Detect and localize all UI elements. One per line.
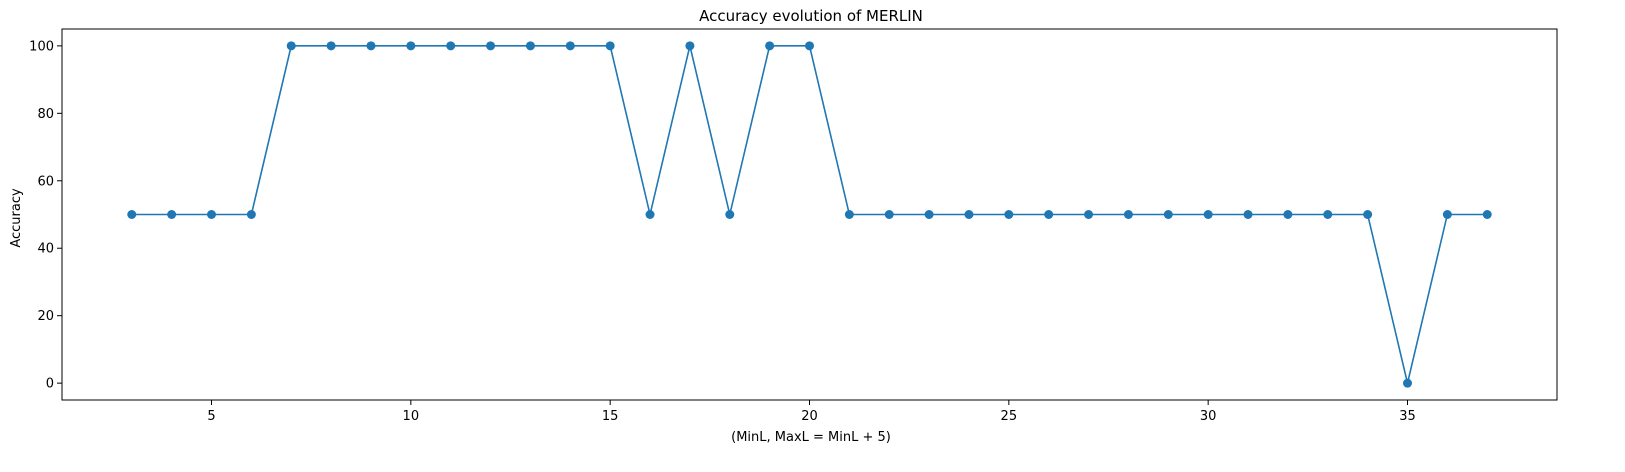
data-point bbox=[406, 41, 416, 51]
data-point bbox=[167, 210, 177, 219]
x-axis-label: (MinL, MaxL = MinL + 5) bbox=[731, 430, 891, 445]
data-point bbox=[1243, 210, 1253, 219]
x-tick-label: 35 bbox=[1399, 409, 1416, 424]
data-point bbox=[446, 41, 456, 51]
x-tick-label: 15 bbox=[602, 409, 619, 424]
data-point bbox=[1283, 210, 1293, 219]
data-point bbox=[964, 210, 974, 219]
data-point bbox=[525, 41, 535, 51]
data-point bbox=[286, 41, 296, 51]
data-point bbox=[486, 41, 496, 51]
chart-title: Accuracy evolution of MERLIN bbox=[699, 7, 923, 25]
data-point bbox=[246, 210, 256, 219]
data-point bbox=[1163, 210, 1173, 219]
data-point bbox=[366, 41, 376, 51]
y-tick-label: 80 bbox=[37, 107, 54, 122]
data-point bbox=[1004, 210, 1014, 219]
y-tick-label: 60 bbox=[37, 174, 54, 189]
x-tick-label: 25 bbox=[1001, 409, 1018, 424]
data-point bbox=[685, 41, 695, 51]
y-axis-label: Accuracy bbox=[9, 188, 24, 248]
data-point bbox=[1123, 210, 1133, 219]
data-point bbox=[207, 210, 216, 219]
y-tick-label: 20 bbox=[37, 309, 54, 324]
data-point bbox=[725, 210, 735, 219]
data-point bbox=[765, 41, 775, 51]
data-point bbox=[127, 210, 137, 219]
data-point bbox=[1044, 210, 1054, 219]
data-point bbox=[565, 41, 575, 51]
x-tick-label: 5 bbox=[207, 409, 215, 424]
x-tick-label: 20 bbox=[801, 409, 818, 424]
plot-area: 5 10 15 20 25 30 35 0 20 40 60 80 100 bbox=[29, 28, 1558, 424]
data-point bbox=[1403, 378, 1412, 388]
data-point bbox=[1084, 210, 1094, 219]
data-point bbox=[326, 41, 336, 51]
data-point bbox=[805, 41, 814, 51]
y-tick-label: 40 bbox=[37, 242, 54, 257]
data-point bbox=[1363, 210, 1373, 219]
data-point bbox=[924, 210, 934, 219]
data-point bbox=[605, 41, 615, 51]
x-tick-label: 10 bbox=[403, 409, 420, 424]
data-point bbox=[884, 210, 894, 219]
y-tick-label: 0 bbox=[46, 377, 54, 392]
data-point bbox=[1203, 210, 1213, 219]
data-point bbox=[844, 210, 854, 219]
data-point bbox=[1323, 210, 1333, 219]
data-point bbox=[1442, 210, 1452, 219]
data-point bbox=[1482, 210, 1492, 219]
y-tick-label: 100 bbox=[29, 39, 54, 54]
x-tick-label: 30 bbox=[1200, 409, 1217, 424]
data-point bbox=[645, 210, 655, 219]
